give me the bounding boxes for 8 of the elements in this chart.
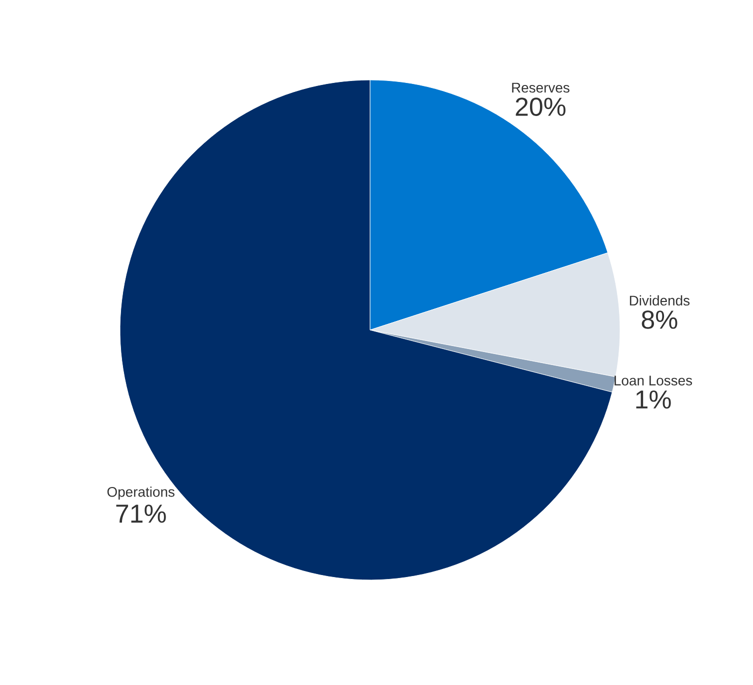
data-label: 8% (642, 310, 678, 329)
slice-label: Operations (107, 486, 174, 500)
data-label: 20% (516, 98, 566, 116)
data-label: 1% (636, 390, 671, 409)
slice-label: Loan Losses (614, 376, 692, 386)
data-label: 71% (116, 504, 166, 523)
slice-label: Reserves (512, 82, 570, 93)
slice-label: Dividends (630, 295, 690, 306)
